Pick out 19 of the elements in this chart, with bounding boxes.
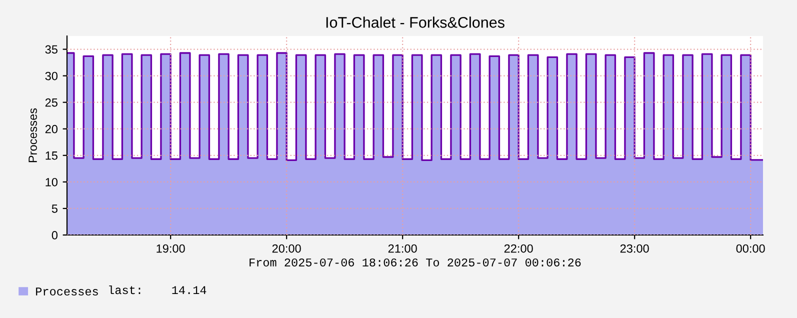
- x-tick-label: 22:00: [504, 244, 533, 253]
- text: last: 14.14: [109, 285, 206, 294]
- y-tick-label: 20: [45, 124, 58, 134]
- x-tick-label: 00:00: [736, 244, 765, 253]
- y-tick-label: 30: [45, 72, 58, 80]
- y-tick-label: 0: [52, 231, 58, 240]
- x-tick-label: 23:00: [620, 244, 649, 253]
- x-axis-title: From 2025-07-06 18:06:26 To 2025-07-07 00:06:26: [250, 258, 581, 266]
- chart-title: IoT-Chalet - Forks&Clones: [326, 16, 504, 28]
- x-tick-label: 19:00: [156, 244, 185, 253]
- y-tick-label: 5: [52, 204, 58, 213]
- y-tick-label: 35: [45, 45, 58, 54]
- x-tick-label: 21:00: [388, 244, 417, 253]
- y-tick-label: 15: [46, 152, 58, 160]
- legend-label: Processes: [36, 288, 98, 296]
- x-tick-label: 20:00: [272, 244, 301, 253]
- y-axis-title: Processes: [28, 108, 37, 162]
- y-tick-label: 25: [45, 98, 58, 107]
- y-tick-label: 10: [46, 178, 58, 186]
